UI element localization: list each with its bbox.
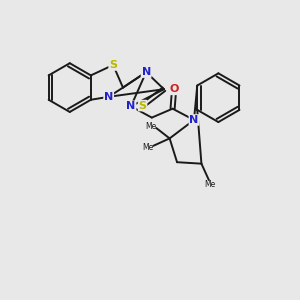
Text: Me: Me [145,122,157,131]
Text: N: N [142,67,151,77]
Text: S: S [139,100,147,111]
Text: N: N [104,92,113,102]
Text: S: S [109,60,117,70]
Text: Me: Me [142,143,154,152]
Text: N: N [189,115,199,125]
Text: Me: Me [205,180,216,189]
Text: O: O [169,84,179,94]
Text: N: N [126,101,136,111]
